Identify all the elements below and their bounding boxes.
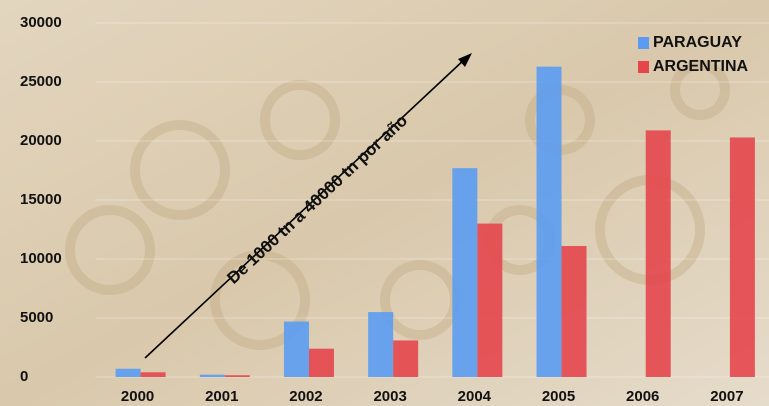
bar [115, 368, 141, 377]
x-tick-label: 2005 [542, 388, 575, 405]
bar [645, 130, 671, 377]
bar [393, 340, 419, 377]
x-tick-label: 2000 [121, 388, 154, 405]
legend-label: PARAGUAY [653, 34, 742, 51]
x-tick-label: 2001 [205, 388, 238, 405]
bar [536, 66, 562, 377]
bar [561, 246, 587, 377]
bar [729, 137, 755, 377]
x-tick-label: 2002 [289, 388, 322, 405]
bar [224, 375, 250, 377]
y-tick-label: 20000 [20, 132, 62, 149]
y-tick-label: 30000 [20, 14, 62, 31]
plot: 0 5000 10000 15000 20000 25000 30000 2000 2001 20… [20, 14, 769, 405]
arrow-head [458, 53, 472, 67]
x-tick-label: 2004 [458, 388, 492, 405]
y-tick-label: 10000 [20, 250, 62, 267]
x-tick-label: 2006 [626, 388, 659, 405]
bar [283, 321, 309, 377]
bar [308, 348, 334, 377]
bar [477, 223, 503, 377]
bar [140, 372, 166, 377]
y-tick-label: 15000 [20, 191, 62, 208]
bar [199, 374, 225, 377]
bar [368, 312, 394, 377]
arrow-line [144, 57, 467, 359]
y-tick-label: 0 [20, 368, 28, 385]
bar [452, 168, 478, 377]
y-tick-label: 5000 [20, 309, 53, 326]
legend-swatch [638, 37, 649, 49]
y-tick-label: 25000 [20, 73, 62, 90]
legend-label: ARGENTINA [653, 58, 749, 75]
legend-swatch [638, 61, 649, 73]
x-tick-label: 2007 [710, 388, 743, 405]
x-tick-label: 2003 [373, 388, 406, 405]
